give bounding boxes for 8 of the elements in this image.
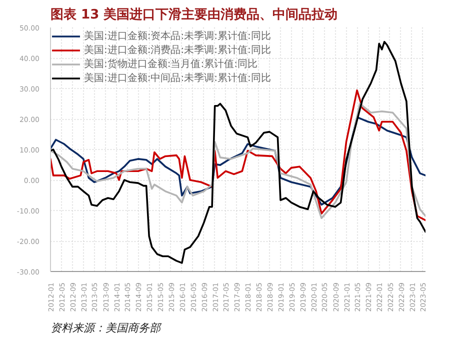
line-series [50,40,426,264]
legend-label: 美国:进口金额:资本品:未季调:累计值:同比 [84,30,271,43]
line-series [50,116,426,206]
legend-label: 美国:货物进口金额:当月值:累计值:同比 [84,58,258,71]
legend-label: 美国:进口金额:消费品:未季调:累计值:同比 [84,44,271,57]
chart-title: 图表 13 美国进口下滑主要由消费品、中间品拉动 [50,6,338,22]
legend-label: 美国:进口金额:中间品:未季调:累计值:同比 [84,72,271,85]
text: 资料来源：美国商务部 [50,322,162,334]
